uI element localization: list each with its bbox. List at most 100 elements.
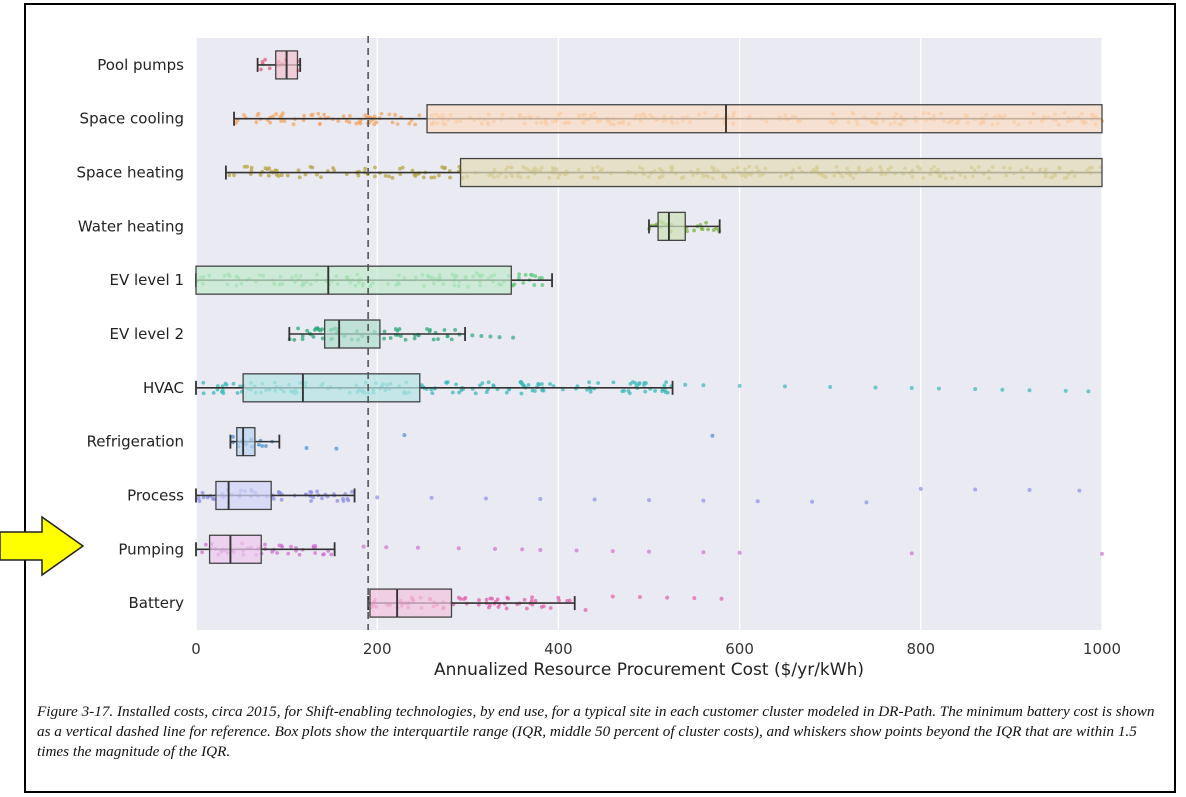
iqr-box [369, 588, 453, 618]
outlier-point [479, 333, 484, 338]
data-point [533, 274, 538, 278]
data-point [556, 595, 561, 600]
data-point [699, 226, 704, 231]
data-point [442, 328, 447, 332]
data-point [341, 499, 346, 503]
data-point [390, 175, 395, 180]
data-point [504, 606, 509, 611]
data-point [264, 444, 268, 448]
outlier-point [828, 384, 833, 389]
outlier-point [647, 498, 651, 503]
data-point [529, 272, 533, 277]
outlier-point [583, 607, 588, 612]
data-point [541, 388, 546, 393]
data-point [215, 384, 220, 388]
data-point [313, 551, 318, 555]
data-point [453, 328, 458, 332]
data-point [387, 174, 392, 179]
data-point [211, 390, 216, 395]
data-point [309, 490, 314, 495]
outlier-point [592, 497, 597, 502]
data-point [432, 175, 437, 180]
outlier-point [710, 433, 715, 438]
data-point [524, 606, 529, 611]
data-point [279, 119, 284, 123]
data-point [279, 497, 284, 502]
iqr-box [657, 211, 686, 242]
data-point [644, 381, 648, 385]
data-point [587, 380, 591, 385]
data-point [270, 550, 274, 554]
iqr-box [324, 319, 381, 349]
data-point [289, 544, 293, 549]
outlier-point [304, 446, 309, 451]
data-point [311, 334, 316, 339]
box-plot [195, 373, 1091, 403]
data-point [692, 228, 696, 233]
data-point [484, 390, 489, 395]
outlier-point [683, 382, 688, 387]
data-point [277, 490, 281, 495]
data-point [431, 337, 436, 342]
outlier-point [470, 333, 475, 338]
outlier-point [701, 498, 706, 503]
data-point [488, 603, 492, 608]
data-point [477, 598, 481, 602]
data-point [382, 336, 386, 341]
data-point [326, 549, 331, 553]
data-point [473, 391, 478, 396]
data-point [428, 327, 432, 332]
outlier-point [415, 545, 420, 550]
outlier-point [647, 549, 651, 554]
data-point [297, 552, 302, 557]
data-point [280, 111, 285, 116]
data-point [285, 173, 290, 178]
data-point [303, 172, 308, 177]
data-point [395, 122, 400, 127]
data-point [249, 165, 254, 170]
data-point [282, 119, 287, 123]
data-point [397, 166, 402, 171]
outlier-point [429, 495, 434, 500]
x-tick-label: 600 [725, 640, 754, 658]
data-point [231, 434, 235, 439]
data-point [436, 337, 440, 342]
data-point [271, 497, 276, 501]
box-plot [195, 265, 553, 295]
outlier-point [737, 383, 742, 388]
outlier-point [456, 546, 461, 551]
box-plot [256, 50, 302, 80]
data-point [522, 597, 527, 602]
outlier-point [692, 596, 697, 601]
data-point [486, 380, 491, 385]
data-point [397, 327, 402, 331]
data-point [653, 388, 657, 393]
iqr-box [459, 157, 1103, 188]
data-point [201, 495, 206, 500]
data-point [714, 226, 718, 231]
data-point [332, 168, 337, 173]
data-point [634, 383, 639, 388]
data-point [536, 382, 541, 386]
outlier-point [864, 500, 869, 505]
data-point [291, 122, 296, 127]
data-point [277, 543, 282, 548]
data-point [275, 551, 280, 555]
data-point [309, 499, 313, 503]
data-point [548, 382, 552, 386]
data-point [292, 337, 297, 342]
data-point [242, 164, 247, 169]
data-point [539, 382, 544, 386]
data-point [490, 596, 495, 601]
data-point [335, 498, 340, 503]
iqr-box [215, 480, 272, 511]
data-point [205, 495, 210, 500]
outlier-point [973, 487, 978, 492]
outlier-point [610, 594, 615, 599]
iqr-box [236, 426, 256, 457]
data-point [532, 389, 537, 393]
data-point [484, 597, 489, 602]
data-point [346, 498, 351, 503]
outlier-point [520, 547, 525, 552]
data-point [200, 550, 205, 555]
